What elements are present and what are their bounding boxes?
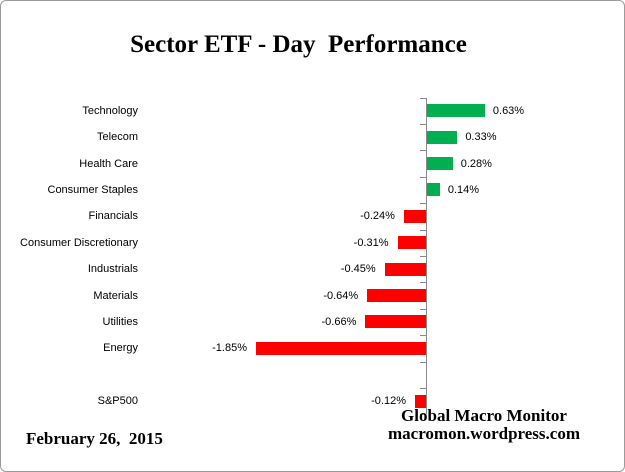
bar <box>414 394 426 408</box>
category-label: Consumer Discretionary <box>20 236 138 249</box>
bar <box>367 289 426 302</box>
category-label: Health Care <box>79 157 138 170</box>
value-label: -0.31% <box>353 236 389 249</box>
axis-tick <box>420 176 426 178</box>
footer-date: February 26, 2015 <box>26 429 163 448</box>
axis-tick <box>420 255 426 257</box>
axis-tick <box>420 229 426 231</box>
category-label: S&P500 <box>97 395 138 408</box>
axis-tick <box>420 335 426 337</box>
bar <box>365 315 426 329</box>
axis-tick <box>420 97 426 99</box>
bar <box>403 209 426 223</box>
value-label: -0.24% <box>360 210 395 223</box>
bar <box>397 236 426 250</box>
value-label: 0.28% <box>460 157 492 170</box>
axis-tick <box>420 282 426 284</box>
axis-tick <box>420 150 426 152</box>
footer-source: Global Macro Monitor macromon.wordpress.… <box>374 407 594 443</box>
category-label: Utilities <box>102 315 138 328</box>
bar <box>427 183 440 197</box>
axis-tick <box>420 308 426 310</box>
axis-tick <box>420 123 426 125</box>
axis-tick <box>420 387 426 389</box>
footer-source-url: macromon.wordpress.com <box>387 424 580 443</box>
bar <box>384 262 426 276</box>
value-label: -0.12% <box>371 395 406 408</box>
axis-tick <box>420 414 426 416</box>
chart-title: Sector ETF - Day Performance <box>130 31 467 58</box>
category-label: Materials <box>93 289 138 302</box>
category-axis <box>426 97 427 415</box>
category-label: Industrials <box>87 263 138 276</box>
category-label: Technology <box>82 104 138 117</box>
value-label: -0.64% <box>323 289 359 302</box>
category-label: Telecom <box>97 131 138 144</box>
category-label: Energy <box>103 342 138 355</box>
value-label: 0.14% <box>447 183 480 196</box>
category-label: Financials <box>88 210 138 223</box>
footer-source-name: Global Macro Monitor <box>401 406 567 425</box>
value-label: 0.63% <box>492 104 525 117</box>
axis-tick <box>420 203 426 205</box>
bar <box>255 341 426 355</box>
value-label: -0.66% <box>321 315 357 328</box>
value-label: 0.33% <box>465 131 497 144</box>
bar <box>427 130 458 144</box>
bar <box>427 157 453 170</box>
category-label: Consumer Staples <box>47 183 139 196</box>
bar <box>427 104 485 118</box>
value-label: -1.85% <box>212 342 247 355</box>
axis-tick <box>420 361 426 363</box>
value-label: -0.45% <box>340 263 376 276</box>
